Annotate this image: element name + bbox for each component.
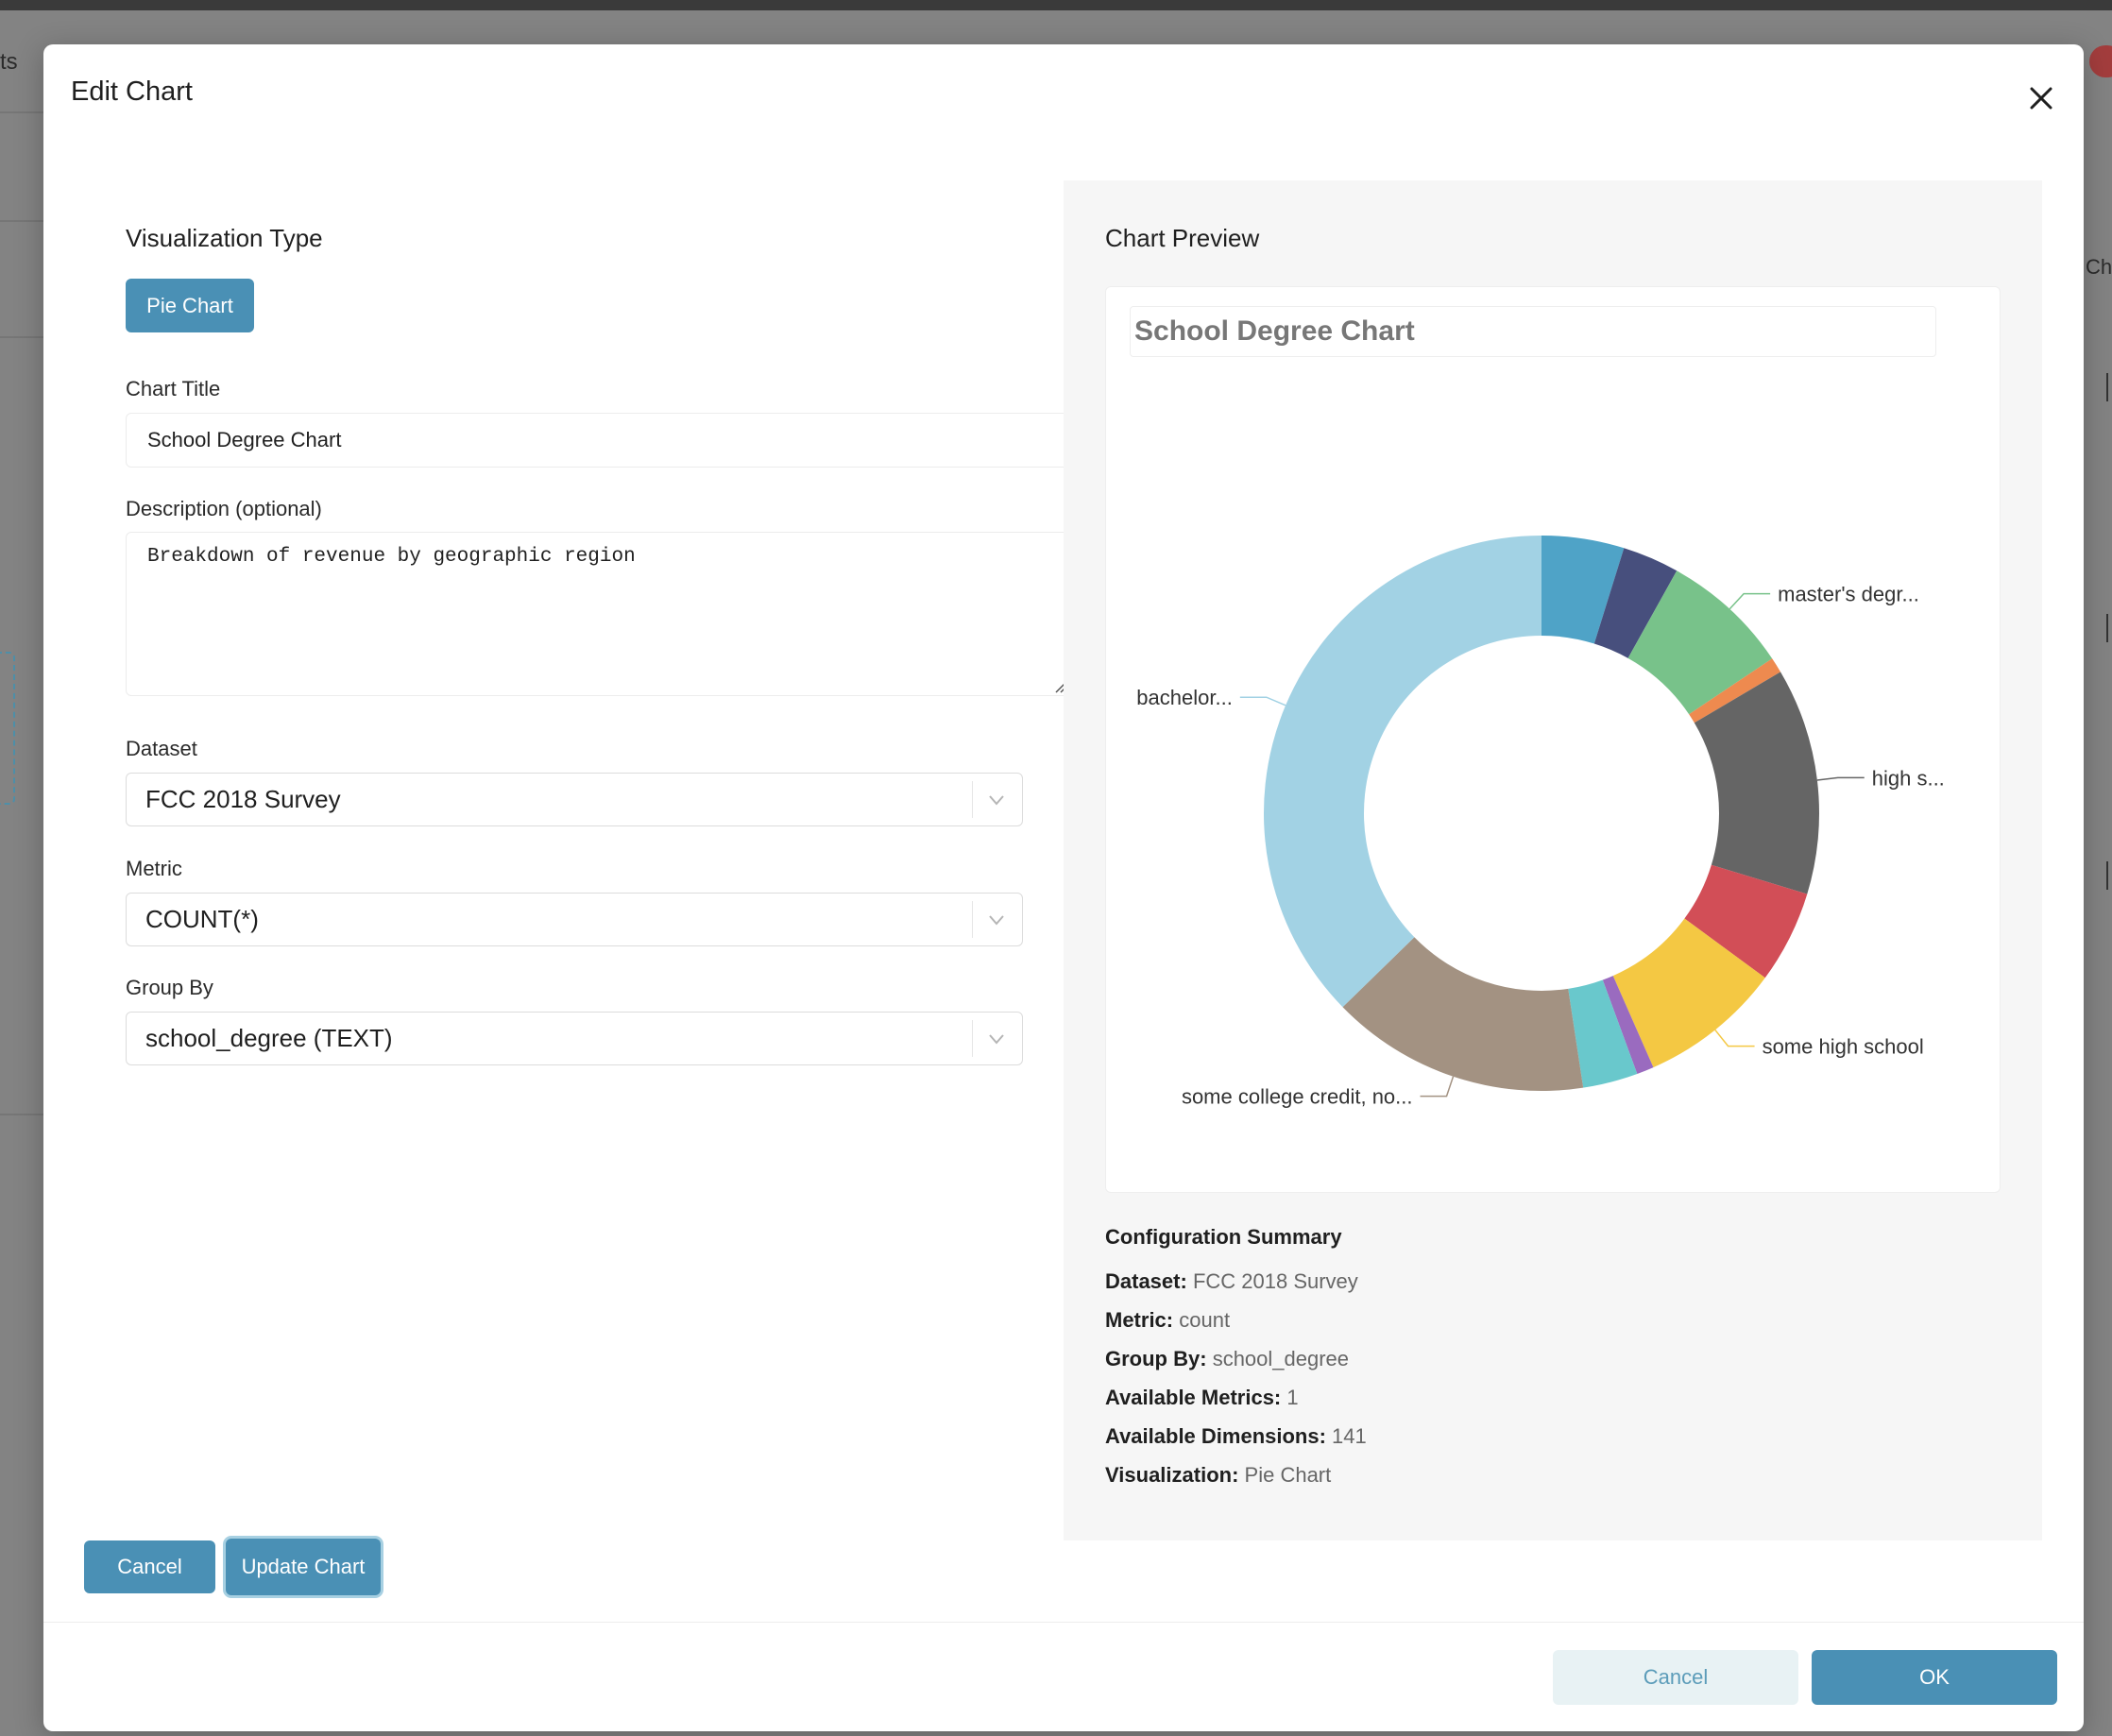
pie-slice[interactable] bbox=[1593, 548, 1678, 658]
chevron-down-icon bbox=[989, 1033, 1004, 1045]
background-right-text: Ch bbox=[2086, 255, 2112, 279]
pie-slice-label: some high school bbox=[1763, 1035, 1924, 1059]
form-cancel-button[interactable]: Cancel bbox=[84, 1540, 215, 1593]
pie-slice[interactable] bbox=[1568, 979, 1638, 1088]
chart-title-label: Chart Title bbox=[126, 377, 221, 400]
pie-slice[interactable] bbox=[1602, 976, 1654, 1074]
chart-preview-heading: Chart Preview bbox=[1105, 224, 1260, 252]
footer-divider bbox=[43, 1622, 2084, 1623]
group-by-select[interactable]: school_degree (TEXT) bbox=[126, 1012, 1023, 1065]
pie-slice-label: some college credit, no... bbox=[1182, 1085, 1413, 1109]
group-by-select-value: school_degree (TEXT) bbox=[145, 1024, 393, 1052]
pie-chart-type-button[interactable]: Pie Chart bbox=[126, 279, 254, 332]
pie-slice[interactable] bbox=[1264, 536, 1541, 1008]
pie-slice[interactable] bbox=[1694, 672, 1819, 894]
dataset-select[interactable]: FCC 2018 Survey bbox=[126, 773, 1023, 826]
pie-slice[interactable] bbox=[1612, 918, 1765, 1068]
chevron-down-icon bbox=[989, 794, 1004, 806]
summary-group-by: Group By: school_degree bbox=[1105, 1347, 1350, 1370]
edit-chart-modal: Edit Chart Visualization Type Pie Chart … bbox=[43, 44, 2084, 1731]
background-dashed-box bbox=[0, 652, 15, 805]
pie-slice-label: high s... bbox=[1872, 766, 1945, 790]
chevron-down-icon bbox=[989, 914, 1004, 926]
ok-button[interactable]: OK bbox=[1812, 1650, 2057, 1705]
pie-label-line bbox=[1714, 1029, 1755, 1047]
background-icon-stub bbox=[2106, 373, 2112, 401]
description-label: Description (optional) bbox=[126, 497, 322, 520]
pie-slice[interactable] bbox=[1342, 937, 1584, 1091]
description-textarea[interactable]: Breakdown of revenue by geographic regio… bbox=[126, 532, 1070, 696]
summary-dataset: Dataset: FCC 2018 Survey bbox=[1105, 1269, 1358, 1293]
app-topbar bbox=[0, 0, 2112, 10]
pie-label-line bbox=[1729, 592, 1771, 610]
pie-chart: master's degr... high s... some high schoo… bbox=[1136, 536, 1945, 1109]
dataset-label: Dataset bbox=[126, 737, 197, 760]
description-text: Breakdown of revenue by geographic regio… bbox=[147, 546, 636, 568]
preview-chart-title: School Degree Chart bbox=[1130, 306, 1936, 357]
metric-select-value: COUNT(*) bbox=[145, 905, 259, 933]
update-chart-button[interactable]: Update Chart bbox=[226, 1539, 381, 1595]
pie-label-line bbox=[1816, 776, 1865, 781]
pie-slice[interactable] bbox=[1627, 570, 1773, 715]
background-icon-stub bbox=[2106, 614, 2112, 642]
pie-slice[interactable] bbox=[1689, 658, 1781, 723]
metric-label: Metric bbox=[126, 857, 182, 880]
background-notification-badge bbox=[2089, 45, 2112, 77]
dataset-select-value: FCC 2018 Survey bbox=[145, 785, 341, 813]
group-by-label: Group By bbox=[126, 976, 213, 999]
summary-visualization: Visualization: Pie Chart bbox=[1105, 1463, 1332, 1487]
footer-cancel-button[interactable]: Cancel bbox=[1553, 1650, 1798, 1705]
background-icon-stub bbox=[2106, 861, 2112, 890]
chart-title-input[interactable]: School Degree Chart bbox=[126, 413, 1070, 468]
pie-label-line bbox=[1239, 696, 1286, 706]
pie-slice[interactable] bbox=[1541, 536, 1625, 644]
summary-available-metrics: Available Metrics: 1 bbox=[1105, 1386, 1299, 1409]
pie-slice[interactable] bbox=[1684, 864, 1808, 979]
pie-slice-label: bachelor... bbox=[1136, 686, 1233, 709]
pie-label-line bbox=[1420, 1076, 1455, 1098]
summary-metric: Metric: count bbox=[1105, 1308, 1231, 1332]
summary-available-dimensions: Available Dimensions: 141 bbox=[1105, 1424, 1367, 1448]
modal-title: Edit Chart bbox=[71, 77, 193, 107]
pie-slice-label: master's degr... bbox=[1778, 583, 1919, 606]
configuration-summary-heading: Configuration Summary bbox=[1105, 1225, 1342, 1249]
metric-select[interactable]: COUNT(*) bbox=[126, 893, 1023, 946]
background-left-text: ts bbox=[0, 49, 18, 75]
close-icon[interactable] bbox=[2019, 77, 2063, 120]
visualization-type-heading: Visualization Type bbox=[126, 224, 323, 252]
